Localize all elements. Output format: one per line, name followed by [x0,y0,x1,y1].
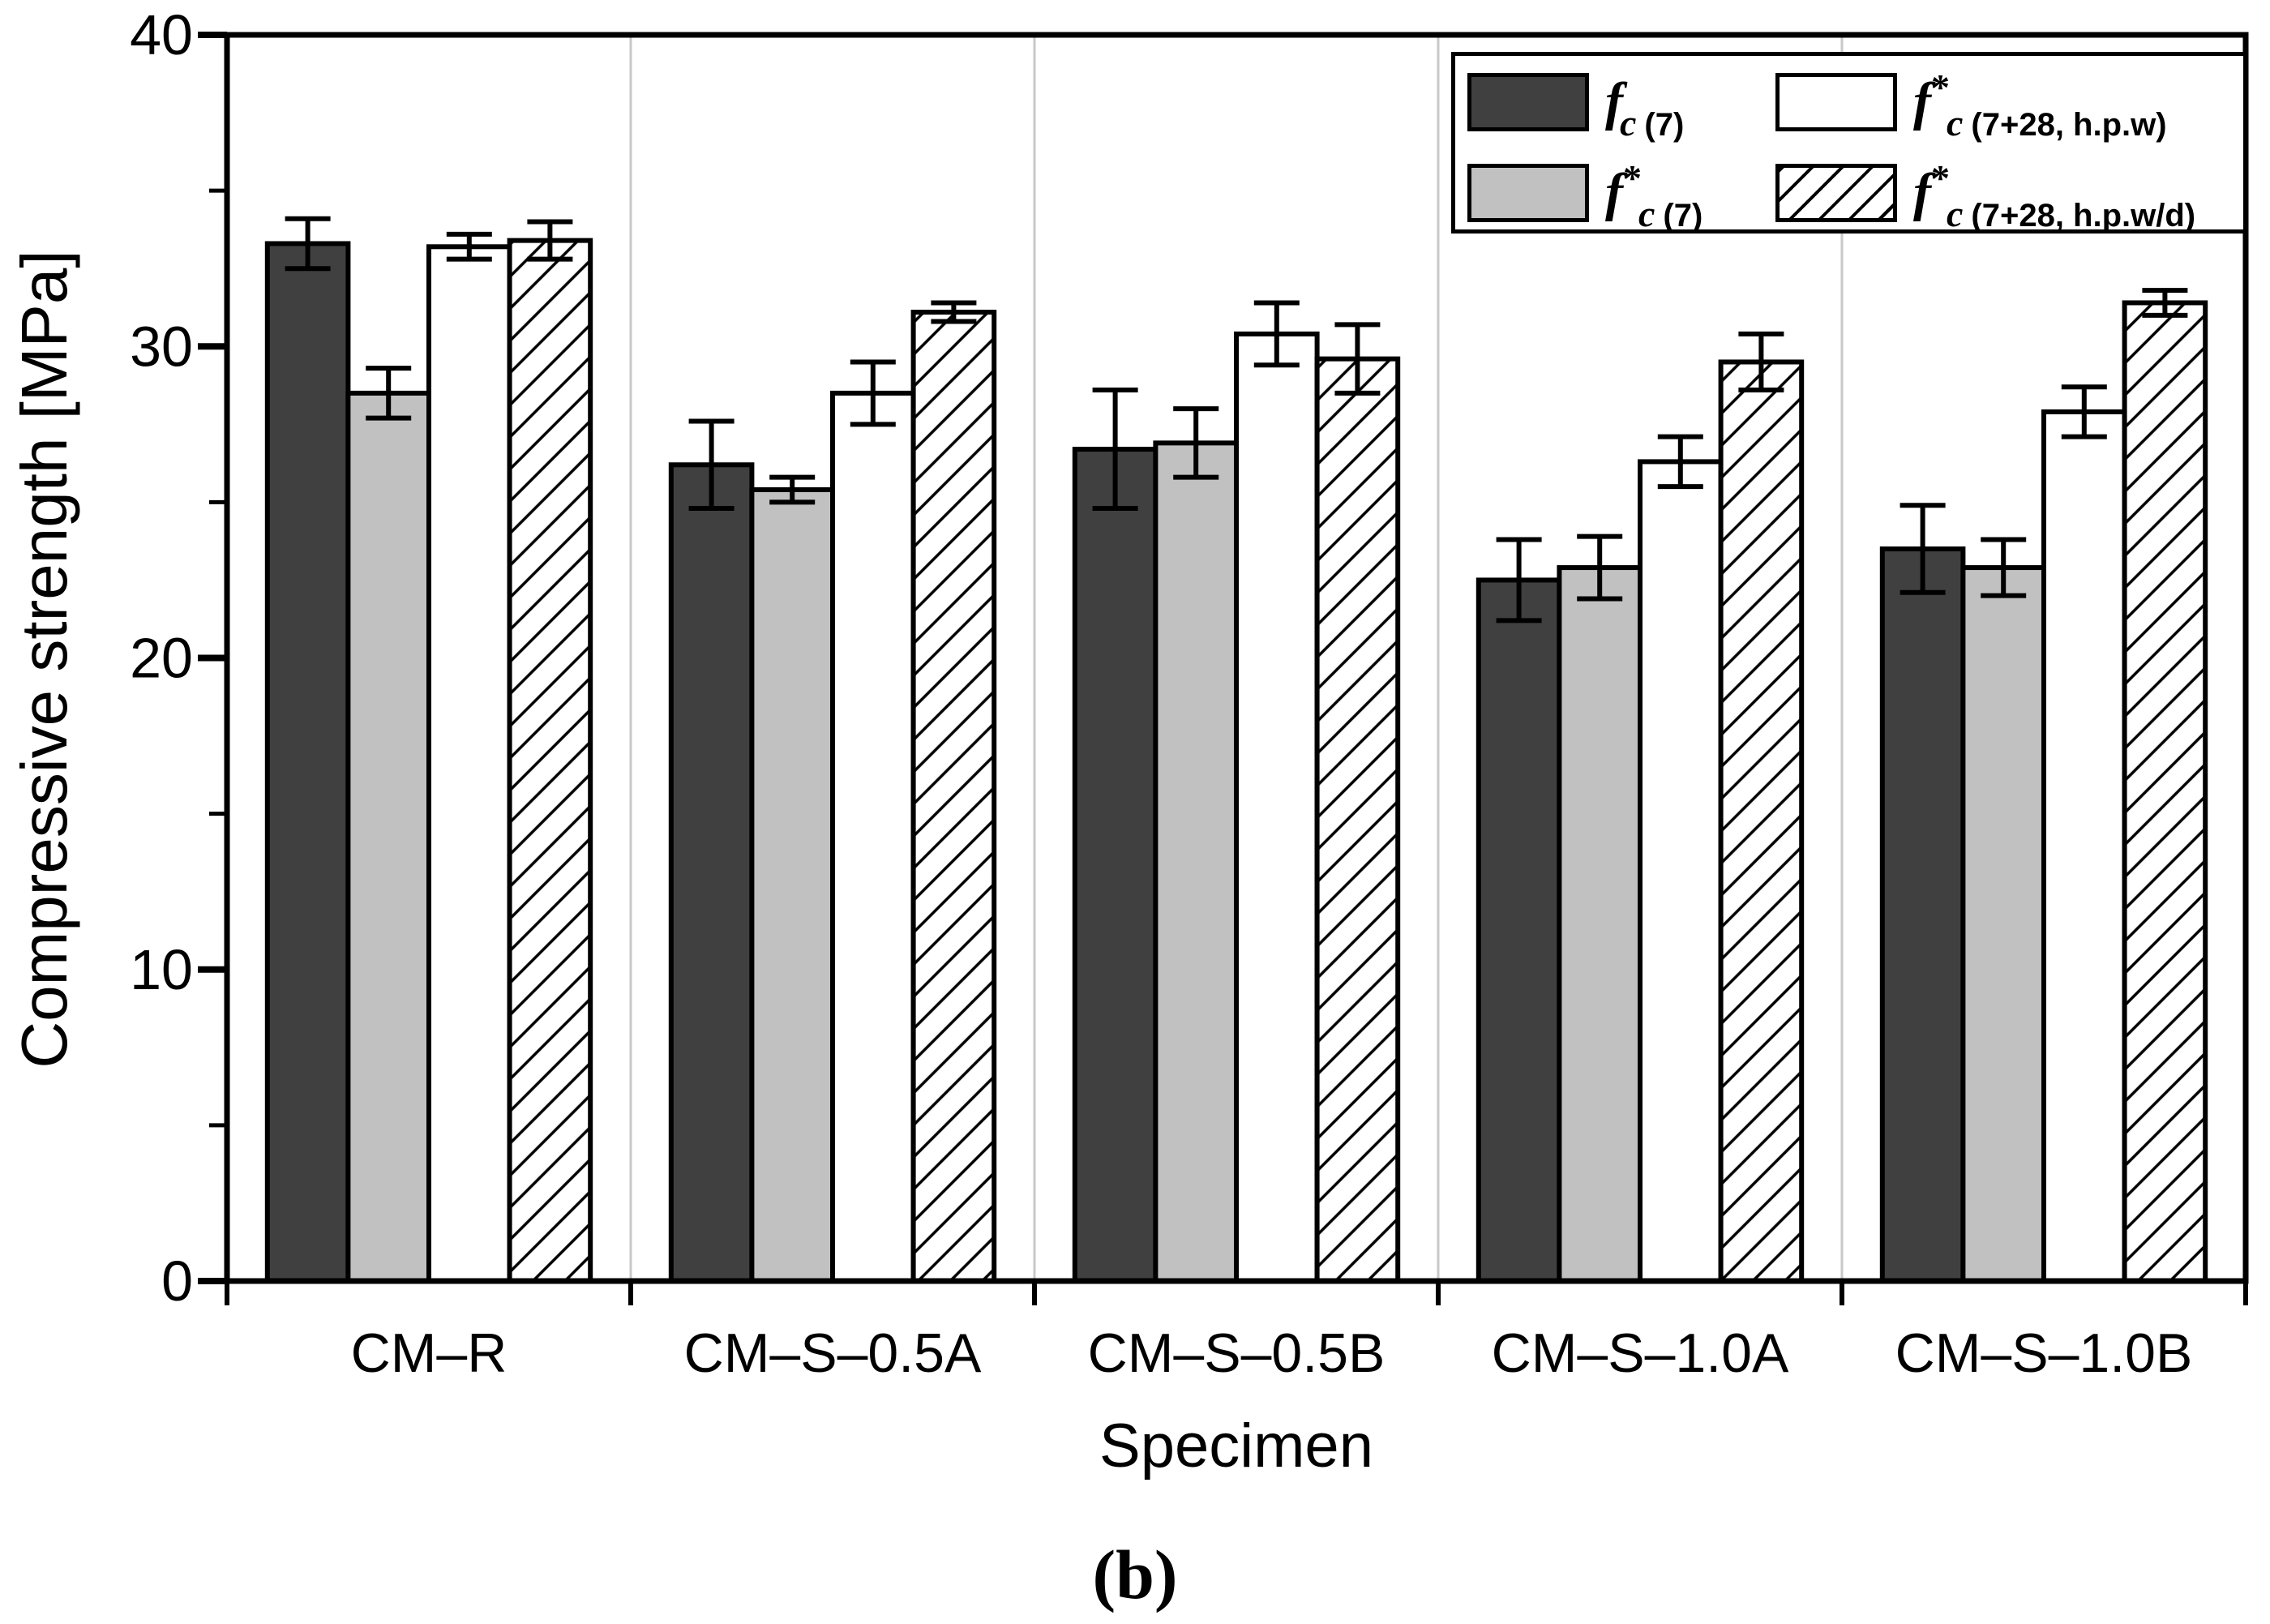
legend-subscript: c (7) [1638,195,1702,233]
bar-fc_7-4 [1879,546,1966,1283]
bar-fstarc_7_28_hpwd-1 [910,309,997,1283]
y-tick-label: 20 [130,627,193,690]
legend-sub-c: c [1638,193,1655,234]
bar-fstarc_7_28_hpwd-2 [1314,356,1401,1283]
legend-subscript: c (7+28, h.p.w/d) [1947,195,2195,233]
legend-swatch-hatched [1775,164,1897,222]
bar-fstarc_7-4 [1960,565,2046,1283]
bar-fc_7-1 [668,462,755,1283]
legend-sub-rest: (7) [1644,107,1685,143]
bar-fstarc_7_28_hpw-3 [1638,459,1724,1283]
legend-item-fstarc-7-28-hpw: f*c (7+28, h.p.w) [1775,69,2167,142]
x-category-label: CM–S–0.5A [684,1322,982,1384]
bar-fstarc_7_28_hpwd-3 [1718,359,1805,1283]
legend-f-symbol: f [1605,72,1623,131]
legend-superscript: * [1930,66,1950,108]
bar-fc_7-2 [1072,447,1159,1283]
legend-subscript: c (7+28, h.p.w) [1947,105,2167,142]
legend-sub-c: c [1946,102,1964,144]
figure-caption: (b) [1092,1536,1178,1613]
legend-sub-rest: (7+28, h.p.w) [1971,107,2167,143]
bar-fc_7-0 [264,241,351,1283]
legend-f-symbol: f [1913,72,1931,131]
legend-label-fstarc-7-28-hpwd: f*c (7+28, h.p.w/d) [1913,160,2195,233]
legend-label-fstarc-7-28-hpw: f*c (7+28, h.p.w) [1913,69,2167,142]
legend-swatch-light [1467,164,1589,222]
y-tick-label: 30 [130,315,193,378]
bar-fc_7-3 [1476,577,1562,1283]
legend-superscript: * [1622,157,1642,199]
x-axis-title: Specimen [1099,1412,1373,1480]
bar-fstarc_7-3 [1557,565,1643,1283]
bar-fstarc_7_28_hpwd-0 [507,238,593,1284]
legend-item-fc7: fc (7) [1467,72,1684,142]
y-tick-label: 10 [130,938,193,1001]
bar-fstarc_7_28_hpwd-4 [2122,300,2208,1284]
bar-fstarc_7-2 [1153,440,1240,1283]
legend-sub-rest: (7) [1663,198,1703,234]
x-category-label: CM–S–0.5B [1088,1322,1386,1384]
legend-label-fc7: fc (7) [1605,72,1684,142]
legend-item-fstarc-7-28-hpwd: f*c (7+28, h.p.w/d) [1775,160,2195,233]
legend-box: fc (7) f*c (7) f*c (7+28, h.p.w) f*c (7+28, … [1451,52,2247,234]
y-tick-label: 40 [130,3,193,66]
legend-sub-c: c [1946,193,1964,234]
bar-fstarc_7-0 [345,390,431,1284]
legend-label-fstarc7: f*c (7) [1605,160,1702,233]
x-category-label: CM–R [351,1322,508,1384]
x-category-label: CM–S–1.0A [1492,1322,1789,1384]
legend-sub-c: c [1619,102,1637,144]
y-tick-label: 0 [161,1249,193,1313]
y-axis-title: Compressive strength [MPa] [8,250,80,1069]
legend-sub-rest: (7+28, h.p.w/d) [1971,198,2196,234]
bar-fstarc_7_28_hpw-0 [426,244,512,1283]
legend-f-symbol: f [1605,163,1623,222]
legend-subscript: c (7) [1620,105,1684,142]
bar-fstarc_7_28_hpw-4 [2041,409,2127,1283]
legend-f-symbol: f [1913,163,1931,222]
x-category-label: CM–S–1.0B [1895,1322,2193,1384]
legend-item-fstarc7: f*c (7) [1467,160,1702,233]
legend-swatch-dark [1467,73,1589,131]
bar-fstarc_7-1 [749,487,836,1283]
legend-swatch-white [1775,73,1897,131]
bar-fstarc_7_28_hpw-1 [830,390,916,1284]
bar-fstarc_7_28_hpw-2 [1234,331,1320,1283]
legend-superscript: * [1930,157,1950,199]
